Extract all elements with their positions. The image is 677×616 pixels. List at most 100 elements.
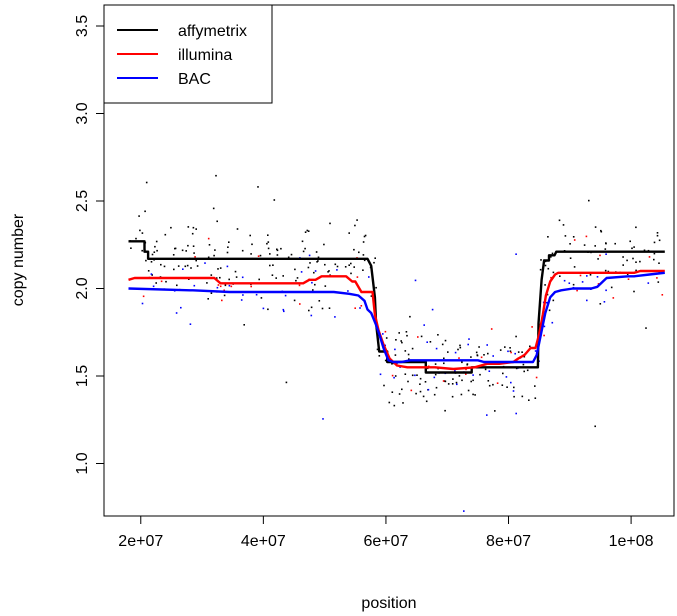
- raw-point: [378, 355, 381, 357]
- raw-point: [250, 253, 252, 255]
- raw-point: [600, 229, 602, 232]
- raw-point: [656, 234, 659, 237]
- raw-point: [551, 321, 554, 324]
- raw-point: [401, 341, 403, 344]
- legend-label-affymetrix: affymetrix: [178, 23, 247, 40]
- y-tick-label: 1.5: [74, 365, 91, 387]
- raw-point: [626, 273, 629, 275]
- raw-point: [645, 327, 647, 329]
- raw-point: [558, 219, 561, 222]
- raw-point: [479, 373, 481, 376]
- raw-point: [552, 299, 555, 302]
- raw-point: [594, 226, 597, 228]
- raw-point: [262, 307, 265, 310]
- raw-point: [207, 298, 209, 300]
- raw-point: [359, 307, 361, 309]
- raw-point: [165, 280, 167, 283]
- raw-point: [523, 355, 526, 358]
- raw-point: [196, 265, 199, 267]
- raw-point: [219, 285, 222, 288]
- raw-point: [451, 383, 454, 385]
- raw-point: [296, 277, 299, 279]
- raw-point: [217, 284, 220, 286]
- raw-point: [647, 282, 650, 284]
- y-tick-label: 2.0: [74, 277, 91, 299]
- raw-point: [419, 390, 422, 393]
- raw-point: [293, 299, 296, 302]
- raw-point: [515, 335, 517, 338]
- raw-point: [141, 249, 143, 252]
- raw-point: [379, 373, 382, 376]
- raw-point: [515, 253, 517, 255]
- y-axis: 1.0 1.5 2.0 2.5 3.0 3.5: [74, 15, 105, 475]
- x-tick-label: 2e+07: [118, 533, 163, 550]
- raw-point: [564, 235, 567, 237]
- raw-point: [151, 253, 154, 256]
- raw-point: [472, 374, 474, 376]
- raw-point: [139, 229, 141, 232]
- series-line-affymetrix: [128, 240, 665, 374]
- raw-point: [499, 349, 502, 351]
- raw-point: [314, 270, 317, 272]
- y-tick-label: 2.5: [74, 190, 91, 212]
- raw-point: [435, 347, 438, 350]
- raw-point: [189, 323, 192, 325]
- raw-point: [521, 395, 524, 398]
- raw-point: [454, 351, 457, 354]
- raw-point: [314, 283, 316, 286]
- raw-point: [407, 380, 409, 383]
- raw-point: [408, 358, 410, 360]
- raw-point: [267, 241, 270, 243]
- raw-point: [384, 359, 387, 362]
- raw-point: [230, 285, 233, 288]
- raw-point: [510, 351, 512, 354]
- raw-point: [539, 268, 542, 271]
- raw-point: [653, 258, 655, 261]
- raw-point: [354, 224, 356, 227]
- raw-point: [170, 226, 172, 229]
- raw-point: [635, 269, 637, 272]
- legend-label-BAC: BAC: [178, 71, 211, 88]
- raw-point: [529, 345, 531, 348]
- raw-point: [404, 373, 407, 375]
- raw-point: [492, 383, 494, 386]
- raw-point: [447, 383, 450, 385]
- raw-point: [425, 400, 428, 403]
- raw-point: [552, 271, 555, 274]
- raw-point: [486, 414, 488, 416]
- raw-point: [221, 299, 223, 302]
- raw-point: [324, 285, 327, 287]
- raw-point: [531, 326, 533, 328]
- raw-point: [184, 265, 187, 268]
- raw-point: [409, 315, 411, 318]
- raw-point: [155, 240, 158, 243]
- raw-point: [492, 355, 494, 357]
- raw-point: [215, 174, 217, 177]
- raw-point: [433, 393, 436, 396]
- raw-point: [502, 372, 504, 375]
- raw-point: [150, 261, 153, 263]
- raw-point: [407, 353, 410, 356]
- raw-point: [597, 258, 599, 260]
- raw-point: [474, 394, 476, 396]
- raw-point: [152, 285, 155, 288]
- raw-point: [362, 241, 365, 243]
- data-points: [129, 174, 664, 512]
- raw-point: [653, 252, 656, 255]
- raw-point: [441, 343, 444, 346]
- raw-point: [509, 347, 511, 349]
- raw-point: [311, 281, 313, 284]
- raw-point: [599, 254, 601, 257]
- raw-point: [635, 261, 637, 263]
- raw-point: [391, 391, 394, 393]
- raw-point: [215, 277, 218, 279]
- raw-point: [273, 199, 276, 201]
- raw-point: [573, 239, 576, 241]
- raw-point: [175, 312, 178, 314]
- raw-point: [480, 356, 483, 359]
- series-lines: [128, 240, 665, 374]
- raw-point: [393, 376, 395, 379]
- raw-point: [208, 244, 211, 246]
- series-line-BAC: [128, 271, 665, 364]
